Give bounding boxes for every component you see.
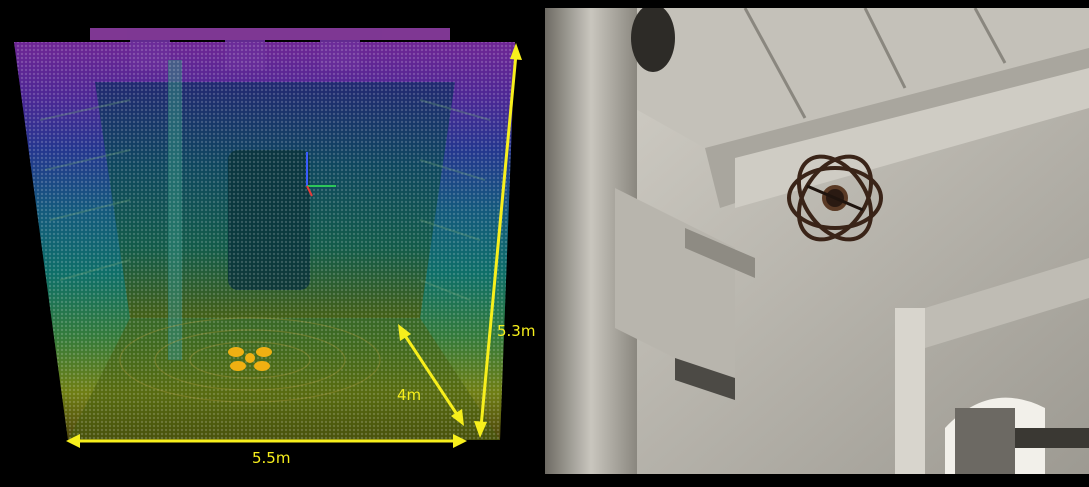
photo-panel [545, 8, 1089, 474]
drone-icon [787, 154, 883, 242]
point-cloud-render [14, 28, 522, 448]
point-cloud-panel: 5.3m 4m 5.5m [0, 0, 540, 487]
wall-frames [615, 68, 1089, 474]
tank-photo [545, 8, 1089, 474]
width-dimension-arrow [66, 434, 467, 448]
depth-dimension-arrow [398, 324, 464, 426]
sensor-marker-icon [228, 347, 272, 371]
height-label: 5.3m [497, 322, 536, 340]
point-texture [14, 42, 515, 440]
height-dimension-arrow [474, 43, 522, 438]
width-label: 5.5m [252, 449, 291, 467]
arched-doorway [945, 397, 1089, 474]
depth-label: 4m [397, 386, 422, 404]
axes-icon [306, 152, 336, 197]
pipe-opening [631, 8, 675, 72]
